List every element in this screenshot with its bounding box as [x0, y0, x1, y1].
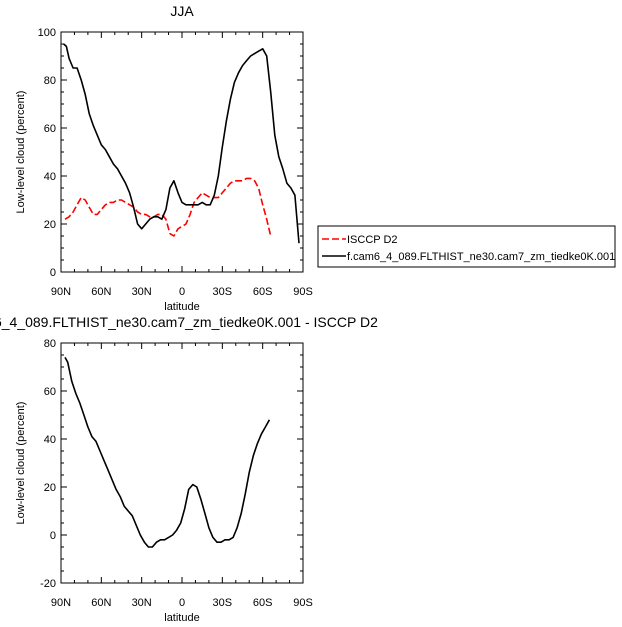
x-tick-label: 60S	[253, 286, 273, 298]
y-tick-label: -20	[40, 578, 56, 590]
x-tick-label: 60N	[91, 286, 111, 298]
y-tick-label: 20	[44, 482, 56, 494]
series-line-model	[63, 43, 300, 244]
series-line-difference	[64, 357, 271, 548]
x-tick-label: 0	[179, 286, 185, 298]
x-tick-label: 60N	[91, 597, 111, 609]
x-tick-label: 30N	[132, 597, 152, 609]
chart-title: JJA	[170, 3, 194, 19]
x-axis-title: latitude	[164, 301, 199, 313]
legend-label-model: f.cam6_4_089.FLTHIST_ne30.cam7_zm_tiedke…	[347, 251, 615, 263]
legend: ISCCP D2 f.cam6_4_089.FLTHIST_ne30.cam7_z…	[317, 225, 616, 268]
plot-frame	[60, 342, 304, 584]
x-tick-label: 0	[179, 597, 185, 609]
x-tick-label: 90N	[51, 597, 71, 609]
x-tick-label: 30S	[213, 286, 233, 298]
legend-label-isccp-d2: ISCCP D2	[347, 234, 398, 246]
y-tick-label: 80	[44, 75, 56, 87]
y-tick-label: 80	[44, 338, 56, 350]
x-tick-label: 90S	[293, 597, 313, 609]
y-axis-title: Low-level cloud (percent)	[15, 91, 27, 214]
bottom-panel: n6_4_089.FLTHIST_ne30.cam7_zm_tiedke0K.0…	[0, 314, 378, 624]
y-tick-label: 60	[44, 123, 56, 135]
x-tick-label: 90N	[51, 286, 71, 298]
x-tick-label: 30N	[132, 286, 152, 298]
y-tick-label: 0	[50, 530, 56, 542]
y-tick-label: 40	[44, 171, 56, 183]
plot-frame	[60, 31, 304, 273]
y-tick-label: 100	[38, 27, 56, 39]
y-tick-label: 40	[44, 434, 56, 446]
series-line-isccp-d2	[64, 177, 272, 237]
x-tick-label: 60S	[253, 597, 273, 609]
x-tick-label: 30S	[213, 597, 233, 609]
x-tick-label: 90S	[293, 286, 313, 298]
legend-box	[317, 225, 616, 268]
chart-title: n6_4_089.FLTHIST_ne30.cam7_zm_tiedke0K.0…	[0, 314, 378, 330]
y-tick-label: 60	[44, 386, 56, 398]
y-tick-label: 20	[44, 219, 56, 231]
y-axis-title: Low-level cloud (percent)	[15, 402, 27, 525]
y-tick-label: 0	[50, 267, 56, 279]
top-panel: JJA 0 20 40 60 80 100 90N 60N 30N 0 30S 60S 90S latitu…	[15, 3, 616, 313]
x-axis-title: latitude	[164, 612, 199, 624]
